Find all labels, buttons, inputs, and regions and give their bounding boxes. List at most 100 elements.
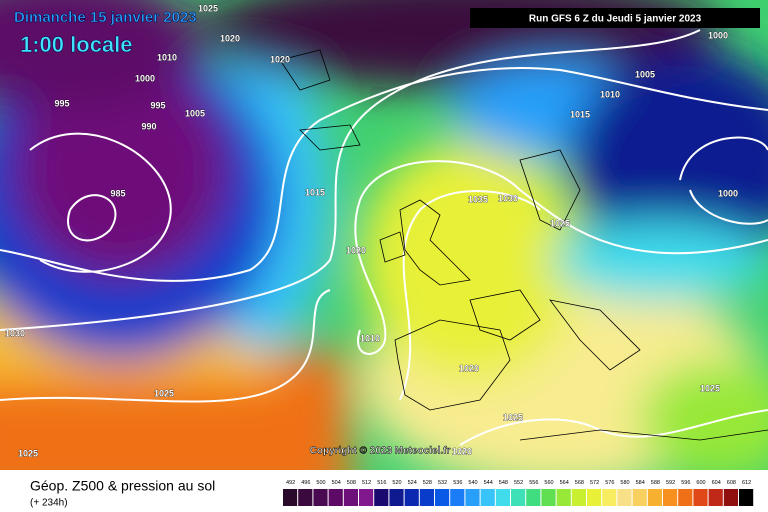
color-swatch <box>359 489 374 506</box>
isobar-label: 1000 <box>135 73 155 83</box>
legend-title: Géop. Z500 & pression au sol <box>30 478 215 494</box>
color-swatch <box>450 489 465 506</box>
run-info: Run GFS 6 Z du Jeudi 5 janvier 2023 <box>529 14 702 25</box>
scale-label: 608 <box>727 480 736 486</box>
isobar-label: 990 <box>141 121 156 131</box>
scale-label: 564 <box>560 480 569 486</box>
isobar-label: 1035 <box>468 194 488 204</box>
color-swatch <box>556 489 571 506</box>
scale-label: 524 <box>408 480 417 486</box>
scale-label: 600 <box>696 480 705 486</box>
scale-label: 528 <box>423 480 432 486</box>
isobar-label: 1025 <box>700 383 720 393</box>
color-swatch <box>587 489 602 506</box>
color-swatch <box>511 489 526 506</box>
isobar-label: 1030 <box>5 328 25 338</box>
color-swatch <box>298 489 313 506</box>
scale-label: 544 <box>484 480 493 486</box>
scale-label: 532 <box>438 480 447 486</box>
isobar-label: 1015 <box>305 187 325 197</box>
color-swatch <box>435 489 450 506</box>
isobar-label: 1025 <box>550 218 570 228</box>
isobar-label: 1025 <box>18 448 38 458</box>
scale-label: 596 <box>681 480 690 486</box>
scale-label: 580 <box>620 480 629 486</box>
color-swatch <box>647 489 662 506</box>
scale-label: 612 <box>742 480 751 486</box>
scale-label: 520 <box>392 480 401 486</box>
isobar-label: 1005 <box>635 69 655 79</box>
color-swatch <box>617 489 632 506</box>
isobar-label: 1020 <box>452 446 472 456</box>
scale-label: 584 <box>636 480 645 486</box>
scale-label: 508 <box>347 480 356 486</box>
color-swatch <box>495 489 510 506</box>
scale-label: 572 <box>590 480 599 486</box>
scale-label: 588 <box>651 480 660 486</box>
isobar-label: 1030 <box>498 193 518 203</box>
isobar-label: 1020 <box>459 363 479 373</box>
color-swatch <box>541 489 556 506</box>
color-swatch <box>678 489 693 506</box>
isobar-label: 1010 <box>600 89 620 99</box>
isobar-label: 995 <box>150 100 165 110</box>
scale-label: 500 <box>316 480 325 486</box>
scale-label: 540 <box>468 480 477 486</box>
run-banner <box>470 8 760 28</box>
copyright: Copyright © 2023 Meteociel.fr <box>310 446 451 457</box>
coastlines <box>279 49 768 441</box>
scale-label: 512 <box>362 480 371 486</box>
isobar-label: 1005 <box>185 108 205 118</box>
isobar-label: 1025 <box>503 412 523 422</box>
scale-label: 516 <box>377 480 386 486</box>
isobar-label: 1000 <box>718 188 738 198</box>
scale-label: 560 <box>544 480 553 486</box>
scale-label: 496 <box>301 480 310 486</box>
color-swatch <box>602 489 617 506</box>
forecast-date: Dimanche 15 janvier 2023 <box>14 9 197 26</box>
color-swatch <box>419 489 434 506</box>
color-swatch <box>632 489 647 506</box>
scale-label: 556 <box>529 480 538 486</box>
color-swatch <box>693 489 708 506</box>
color-swatch <box>663 489 678 506</box>
color-swatch <box>374 489 389 506</box>
color-swatch <box>313 489 328 506</box>
isobar-label: 985 <box>110 188 125 198</box>
isobar-label: 995 <box>54 98 69 108</box>
color-swatch <box>480 489 495 506</box>
isobar-label: 1020 <box>346 245 366 255</box>
scale-label: 548 <box>499 480 508 486</box>
scale-label: 536 <box>453 480 462 486</box>
color-swatch <box>739 489 754 506</box>
color-swatch <box>404 489 419 506</box>
scale-label: 568 <box>575 480 584 486</box>
scale-label: 592 <box>666 480 675 486</box>
scale-label: 576 <box>605 480 614 486</box>
isobar-label: 1000 <box>708 30 728 40</box>
color-swatch <box>708 489 723 506</box>
isobar-label: 1015 <box>570 109 590 119</box>
color-swatch <box>723 489 738 506</box>
isobar-label: 1020 <box>220 33 240 43</box>
color-swatch <box>389 489 404 506</box>
isobar-label: 1025 <box>154 388 174 398</box>
scale-label: 492 <box>286 480 295 486</box>
color-swatch <box>526 489 541 506</box>
scale-label: 604 <box>712 480 721 486</box>
color-swatch <box>328 489 343 506</box>
color-swatch <box>343 489 358 506</box>
color-swatch <box>571 489 586 506</box>
isobar-label: 1010 <box>157 52 177 62</box>
isobar-label: 1010 <box>360 333 380 343</box>
color-swatch <box>465 489 480 506</box>
color-swatch <box>283 489 298 506</box>
isobar-label: 1020 <box>270 54 290 64</box>
forecast-time: 1:00 locale <box>20 32 133 57</box>
isobar-label: 1025 <box>198 3 218 13</box>
scale-label: 552 <box>514 480 523 486</box>
isobar-lines <box>0 29 768 446</box>
scale-label: 504 <box>332 480 341 486</box>
